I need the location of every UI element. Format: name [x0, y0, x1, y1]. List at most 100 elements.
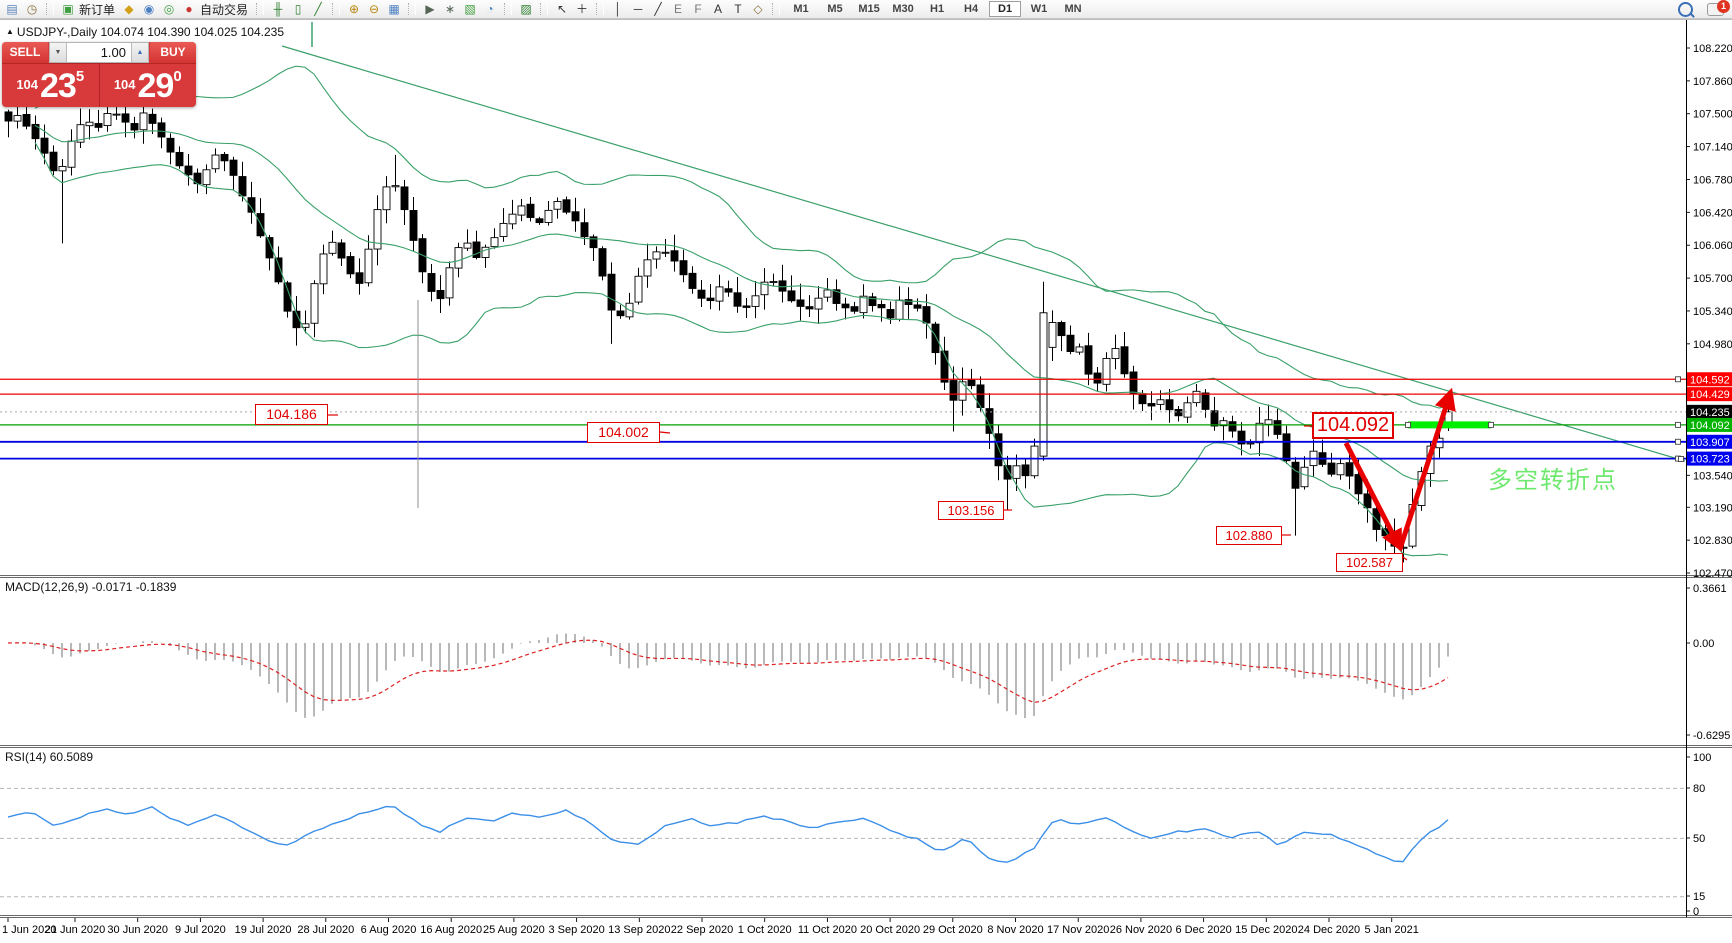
- cursor-icon[interactable]: ↖: [557, 1, 568, 16]
- candle-body: [1291, 461, 1300, 489]
- timeframe-h1[interactable]: H1: [930, 3, 945, 15]
- candle-body: [958, 381, 967, 401]
- gold-icon[interactable]: ◆: [124, 1, 134, 16]
- autotrading-button-label[interactable]: 自动交易: [200, 2, 249, 17]
- crosshair-icon[interactable]: ＋: [576, 1, 589, 16]
- candle-body: [679, 260, 688, 276]
- vertical-line-icon[interactable]: │: [614, 1, 622, 16]
- candle-body: [76, 124, 85, 143]
- community-icon[interactable]: ◉: [143, 1, 155, 16]
- candle-body: [1048, 322, 1057, 348]
- timeframe-m30[interactable]: M30: [892, 3, 914, 15]
- axis-price-tag: [1687, 451, 1732, 466]
- volume-increase-button[interactable]: ▲: [131, 43, 148, 62]
- arrows-icon[interactable]: ◇: [753, 1, 763, 16]
- text-label-icon[interactable]: T: [734, 1, 742, 16]
- candle-body: [1165, 399, 1174, 411]
- timeframe-d1[interactable]: D1: [989, 1, 1022, 17]
- timeframe-h4[interactable]: H4: [964, 3, 979, 15]
- trend-arrow[interactable]: [1397, 387, 1456, 550]
- timeframe-m15[interactable]: M15: [858, 3, 880, 15]
- price-callout-label[interactable]: 103.156: [938, 501, 1004, 520]
- templates-icon[interactable]: ▨: [520, 1, 532, 16]
- candle-body: [103, 113, 112, 127]
- candle-body: [634, 275, 643, 303]
- history-clock-icon[interactable]: ◷: [26, 1, 38, 16]
- zoom-out-icon[interactable]: ⊖: [369, 1, 380, 16]
- axis-tick-label: 103.190: [1693, 502, 1732, 514]
- date-label: 13 Sep 2020: [608, 924, 670, 936]
- candle-body: [1210, 410, 1219, 427]
- bar-chart-icon[interactable]: ╫: [273, 1, 283, 16]
- candle-body: [1327, 462, 1336, 475]
- periods-icon[interactable]: ◔: [486, 1, 494, 16]
- text-icon[interactable]: A: [714, 1, 723, 16]
- auto-scroll-icon[interactable]: ▶: [425, 1, 435, 16]
- price-callout-label[interactable]: 104.092: [1312, 412, 1394, 439]
- selection-handle[interactable]: [1488, 421, 1494, 428]
- price-callout-label[interactable]: 102.587: [1336, 553, 1403, 572]
- sell-button[interactable]: SELL: [2, 42, 48, 63]
- new-order-button-label[interactable]: 新订单: [79, 2, 116, 17]
- candle-body: [202, 169, 211, 186]
- sell-price[interactable]: 104235: [2, 64, 100, 107]
- horizontal-line-icon[interactable]: ─: [633, 1, 643, 16]
- toolbar-separator: [540, 3, 549, 15]
- candle-body: [481, 246, 490, 258]
- volume-decrease-button[interactable]: ▼: [50, 43, 67, 62]
- trend-arrow[interactable]: [1343, 441, 1403, 552]
- new-order-icon[interactable]: ▣: [62, 1, 74, 16]
- price-callout-label[interactable]: 102.880: [1216, 526, 1282, 545]
- timeframe-m1[interactable]: M1: [793, 3, 809, 15]
- chart-window-icon[interactable]: ▤: [6, 1, 18, 16]
- toolbar-separator: [332, 3, 341, 15]
- chat-icon[interactable]: 1: [1707, 0, 1730, 16]
- price-callout-label[interactable]: 104.186: [255, 404, 328, 425]
- volume-field[interactable]: 1.00: [100, 45, 126, 60]
- selection-handle[interactable]: [1405, 421, 1411, 428]
- line-chart-icon[interactable]: ╱: [314, 1, 322, 16]
- equidistant-channel-icon[interactable]: E: [674, 1, 683, 16]
- timeframe-m5[interactable]: M5: [827, 3, 843, 15]
- signals-icon[interactable]: ◎: [163, 1, 175, 16]
- candle-body: [211, 154, 220, 170]
- candle-body: [913, 304, 922, 309]
- selection-handle[interactable]: [1678, 456, 1684, 462]
- candle-body: [1111, 348, 1120, 359]
- toolbar-right: 1: [1678, 0, 1732, 17]
- chart-shift-icon[interactable]: ∗: [445, 1, 456, 16]
- timeframe-w1[interactable]: W1: [1030, 3, 1048, 15]
- search-icon[interactable]: [1678, 1, 1693, 17]
- axis-price-tag: [1687, 404, 1732, 419]
- selection-handle[interactable]: [1675, 421, 1681, 428]
- autotrading-icon[interactable]: ●: [185, 1, 193, 16]
- indicators-icon[interactable]: ▧: [464, 1, 476, 16]
- fibonacci-icon[interactable]: F: [694, 1, 702, 16]
- timeframe-mn[interactable]: MN: [1064, 3, 1082, 15]
- trendline-icon[interactable]: ╱: [654, 1, 662, 16]
- candle-body: [229, 159, 238, 176]
- selection-handle[interactable]: [1675, 376, 1681, 383]
- rsi-value: 60.5089: [49, 750, 94, 764]
- candle-body: [1201, 392, 1210, 410]
- axis-price-tag-label: 103.907: [1690, 437, 1730, 449]
- selection-handle[interactable]: [1675, 438, 1681, 445]
- turning-point-annotation[interactable]: 多空转折点: [1488, 467, 1618, 494]
- zoom-in-icon[interactable]: ⊕: [349, 1, 360, 16]
- buy-button[interactable]: BUY: [150, 42, 196, 63]
- symbol-marker-icon: ▲: [6, 27, 14, 36]
- price-callout-label[interactable]: 104.002: [587, 422, 660, 443]
- axis-tick-label: 106.420: [1693, 207, 1732, 219]
- candle-body: [508, 213, 517, 225]
- buy-price[interactable]: 104290: [100, 64, 197, 107]
- candle-body: [985, 408, 994, 434]
- candle-body: [796, 299, 805, 307]
- candle-body: [112, 113, 121, 116]
- axis-tick-label: 107.140: [1693, 142, 1732, 154]
- sell-price-prefix: 104: [16, 77, 39, 92]
- candle-body: [1084, 345, 1093, 375]
- tile-windows-icon[interactable]: ▦: [388, 1, 400, 16]
- candle-body: [553, 201, 562, 210]
- buy-price-prefix: 104: [113, 77, 136, 92]
- candle-chart-icon[interactable]: ▯: [294, 1, 302, 16]
